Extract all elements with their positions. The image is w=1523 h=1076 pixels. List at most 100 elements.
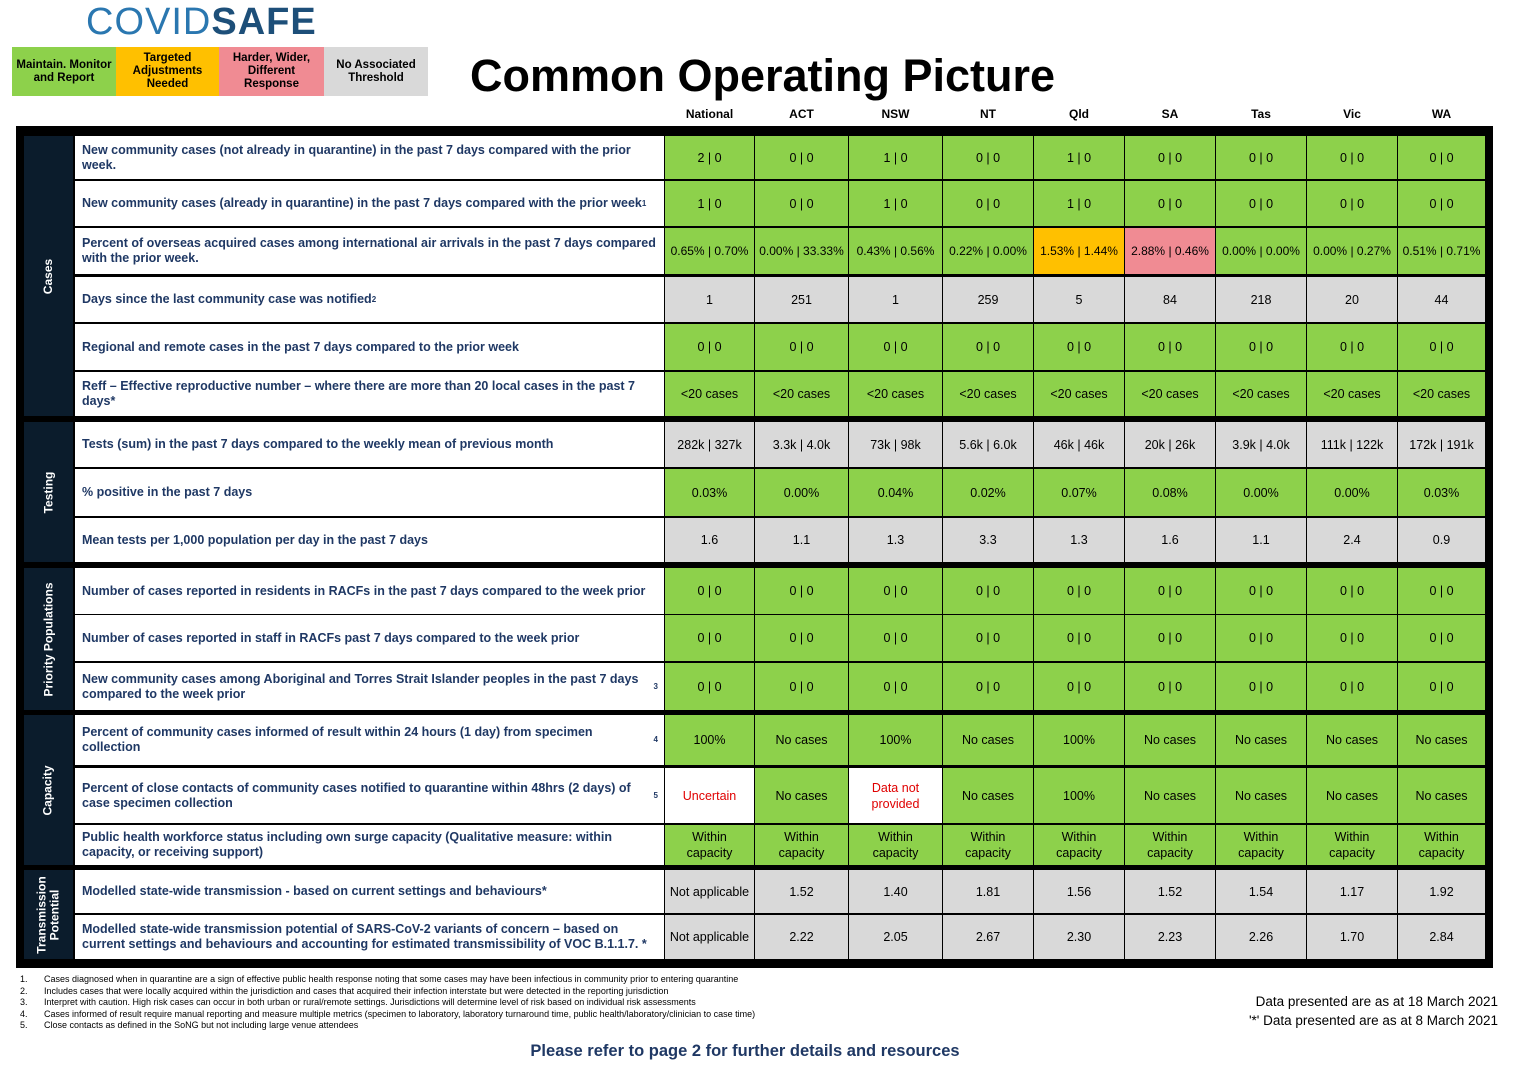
- column-header: SA: [1161, 107, 1179, 121]
- value-cell: Uncertain: [665, 768, 754, 823]
- value-cell: 1.40: [849, 870, 942, 913]
- section-title: Capacity: [41, 764, 55, 816]
- value-cell: 0 | 0: [1307, 136, 1397, 179]
- value-cell: Within capacity: [943, 825, 1033, 865]
- value-cell: 1 | 0: [849, 136, 942, 179]
- value-cell: 218: [1216, 277, 1306, 322]
- data-date-note-starred: '*' Data presented are as at 8 March 202…: [1248, 1013, 1498, 1028]
- value-cell: 0 | 0: [1125, 181, 1215, 226]
- footnote-text: Cases diagnosed when in quarantine are a…: [44, 974, 739, 984]
- indicator-text: Percent of overseas acquired cases among…: [82, 236, 656, 265]
- legend-item: Harder, Wider, Different Response: [219, 47, 324, 96]
- value-cell: 0.04%: [849, 469, 942, 516]
- value-cell: 1.6: [1125, 518, 1215, 562]
- column-header: ACT: [789, 107, 814, 121]
- value-cell: 100%: [665, 715, 754, 765]
- value-cell: 1.70: [1307, 915, 1397, 959]
- section-header: Transmission Potential: [24, 870, 73, 959]
- value-cell: 0.00% | 0.27%: [1307, 228, 1397, 274]
- value-cell: Within capacity: [1216, 825, 1306, 865]
- value-cell: 0 | 0: [943, 615, 1033, 661]
- value-cell: 20k | 26k: [1125, 422, 1215, 467]
- indicator-text: % positive in the past 7 days: [82, 485, 253, 499]
- value-cell: Data not provided: [849, 768, 942, 823]
- value-cell: 1.6: [665, 518, 754, 562]
- value-cell: 0 | 0: [1125, 663, 1215, 710]
- indicator-label: Public health workforce status including…: [75, 825, 664, 865]
- covidsafe-logo: COVIDSAFE: [86, 1, 317, 43]
- column-header: NSW: [881, 107, 910, 121]
- value-cell: 0 | 0: [1034, 324, 1124, 370]
- value-cell: 73k | 98k: [849, 422, 942, 467]
- indicator-text: New community cases (not already in quar…: [82, 142, 631, 172]
- value-cell: 0 | 0: [1307, 615, 1397, 661]
- column-header: Tas: [1251, 107, 1271, 121]
- value-cell: 1.1: [755, 518, 848, 562]
- value-cell: 1.17: [1307, 870, 1397, 913]
- value-cell: 1 | 0: [1034, 136, 1124, 179]
- footnote: 3. Interpret with caution. High risk case…: [20, 997, 755, 1009]
- value-cell: 2.23: [1125, 915, 1215, 959]
- refer-page2-note: Please refer to page 2 for further detai…: [530, 1042, 960, 1060]
- value-cell: Within capacity: [849, 825, 942, 865]
- value-cell: 0 | 0: [1216, 181, 1306, 226]
- page-title: Common Operating Picture: [470, 50, 1056, 101]
- value-cell: 100%: [1034, 768, 1124, 823]
- legend-item: Maintain. Monitor and Report: [12, 47, 116, 96]
- indicator-label: New community cases (not already in quar…: [75, 136, 664, 179]
- indicator-text: Public health workforce status including…: [82, 830, 612, 859]
- value-cell: Within capacity: [1307, 825, 1397, 865]
- footnote-number: 2.: [20, 985, 28, 996]
- value-cell: 100%: [1034, 715, 1124, 765]
- value-cell: 1: [665, 277, 754, 322]
- value-cell: 1.53% | 1.44%: [1034, 228, 1124, 274]
- value-cell: 0 | 0: [755, 136, 848, 179]
- value-cell: 1.56: [1034, 870, 1124, 913]
- value-cell: 1 | 0: [1034, 181, 1124, 226]
- value-cell: 0 | 0: [1398, 615, 1485, 661]
- value-cell: 0 | 0: [849, 568, 942, 614]
- value-cell: No cases: [1398, 715, 1485, 765]
- value-cell: 46k | 46k: [1034, 422, 1124, 467]
- column-header: Vic: [1343, 107, 1361, 121]
- indicator-text: New community cases (already in quaranti…: [82, 196, 642, 210]
- value-cell: 0.00% | 33.33%: [755, 228, 848, 274]
- legend-item: Targeted Adjustments Needed: [116, 47, 219, 96]
- value-cell: 0 | 0: [665, 568, 754, 614]
- value-cell: 2 | 0: [665, 136, 754, 179]
- value-cell: 0.00%: [755, 469, 848, 516]
- value-cell: <20 cases: [1398, 372, 1485, 416]
- value-cell: 1.1: [1216, 518, 1306, 562]
- value-cell: 0.65% | 0.70%: [665, 228, 754, 274]
- value-cell: 0 | 0: [849, 663, 942, 710]
- indicator-label: Modelled state-wide transmission potenti…: [75, 915, 664, 959]
- value-cell: No cases: [943, 768, 1033, 823]
- value-cell: No cases: [1125, 768, 1215, 823]
- value-cell: 3.3k | 4.0k: [755, 422, 848, 467]
- value-cell: Within capacity: [1398, 825, 1485, 865]
- value-cell: <20 cases: [755, 372, 848, 416]
- value-cell: 0 | 0: [943, 663, 1033, 710]
- indicator-label: New community cases among Aboriginal and…: [75, 663, 664, 710]
- value-cell: 0 | 0: [1216, 568, 1306, 614]
- value-cell: 2.05: [849, 915, 942, 959]
- value-cell: No cases: [1216, 768, 1306, 823]
- indicator-label: Mean tests per 1,000 population per day …: [75, 518, 664, 562]
- value-cell: 2.88% | 0.46%: [1125, 228, 1215, 274]
- value-cell: 0 | 0: [665, 615, 754, 661]
- value-cell: 0 | 0: [1125, 568, 1215, 614]
- footnote-text: Cases informed of result require manual …: [44, 1008, 756, 1019]
- value-cell: No cases: [1307, 768, 1397, 823]
- section-title: Transmission Potential: [34, 875, 62, 954]
- value-cell: Within capacity: [665, 825, 754, 865]
- footnote-text: Includes cases that were locally acquire…: [44, 985, 669, 996]
- footnote: 5. Close contacts as defined in the SoNG …: [20, 1020, 755, 1032]
- value-cell: Not applicable: [665, 915, 754, 959]
- section-title: Priority Populations: [41, 581, 56, 697]
- value-cell: No cases: [755, 768, 848, 823]
- indicator-label: Percent of community cases informed of r…: [75, 715, 664, 765]
- value-cell: <20 cases: [943, 372, 1033, 416]
- value-cell: Not applicable: [665, 870, 754, 913]
- indicator-label: Reff – Effective reproductive number – w…: [75, 372, 664, 416]
- value-cell: 2.26: [1216, 915, 1306, 959]
